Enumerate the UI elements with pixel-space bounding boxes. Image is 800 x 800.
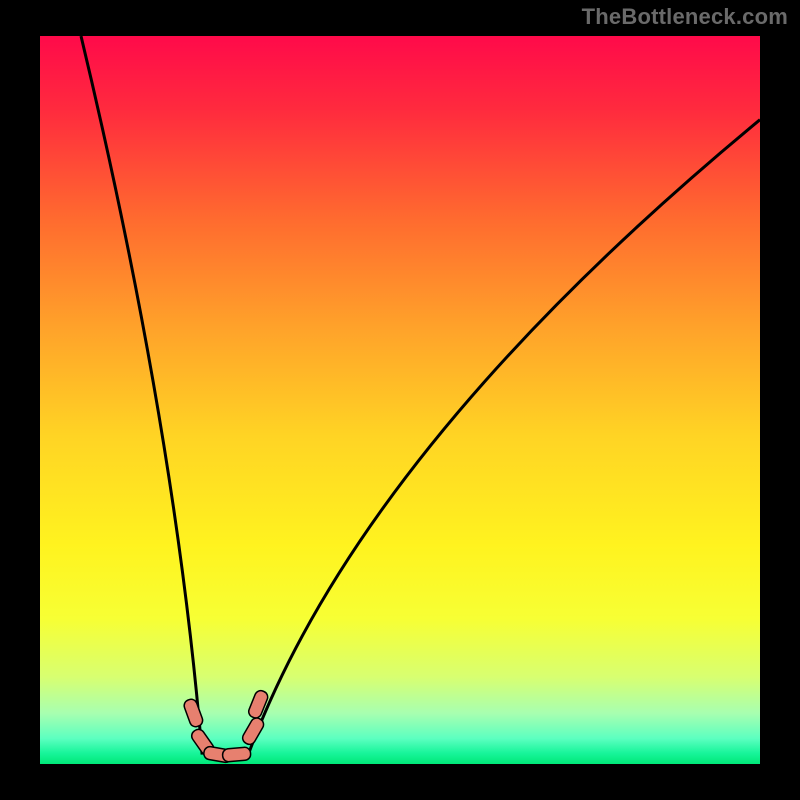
plot-border-top <box>0 30 800 36</box>
bottleneck-chart <box>0 0 800 800</box>
attribution-text: TheBottleneck.com <box>582 4 788 30</box>
plot-border-bottom <box>0 764 800 800</box>
valley-marker <box>222 747 251 762</box>
plot-border-right <box>760 30 800 800</box>
plot-border-left <box>0 30 40 800</box>
plot-background <box>40 36 760 764</box>
